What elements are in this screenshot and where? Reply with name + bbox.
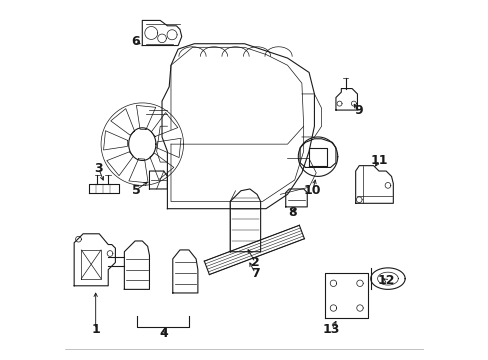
Text: 5: 5 <box>132 184 140 197</box>
Text: 11: 11 <box>369 154 387 167</box>
Text: 12: 12 <box>377 274 394 287</box>
Text: 7: 7 <box>250 267 259 280</box>
Text: 3: 3 <box>94 162 102 175</box>
Text: 10: 10 <box>303 184 321 197</box>
Text: 8: 8 <box>287 207 296 220</box>
Text: 2: 2 <box>250 256 259 269</box>
Text: 6: 6 <box>131 35 139 48</box>
Text: 4: 4 <box>159 327 168 339</box>
Text: 9: 9 <box>353 104 362 117</box>
Text: 1: 1 <box>91 323 100 336</box>
Text: 13: 13 <box>322 323 340 336</box>
